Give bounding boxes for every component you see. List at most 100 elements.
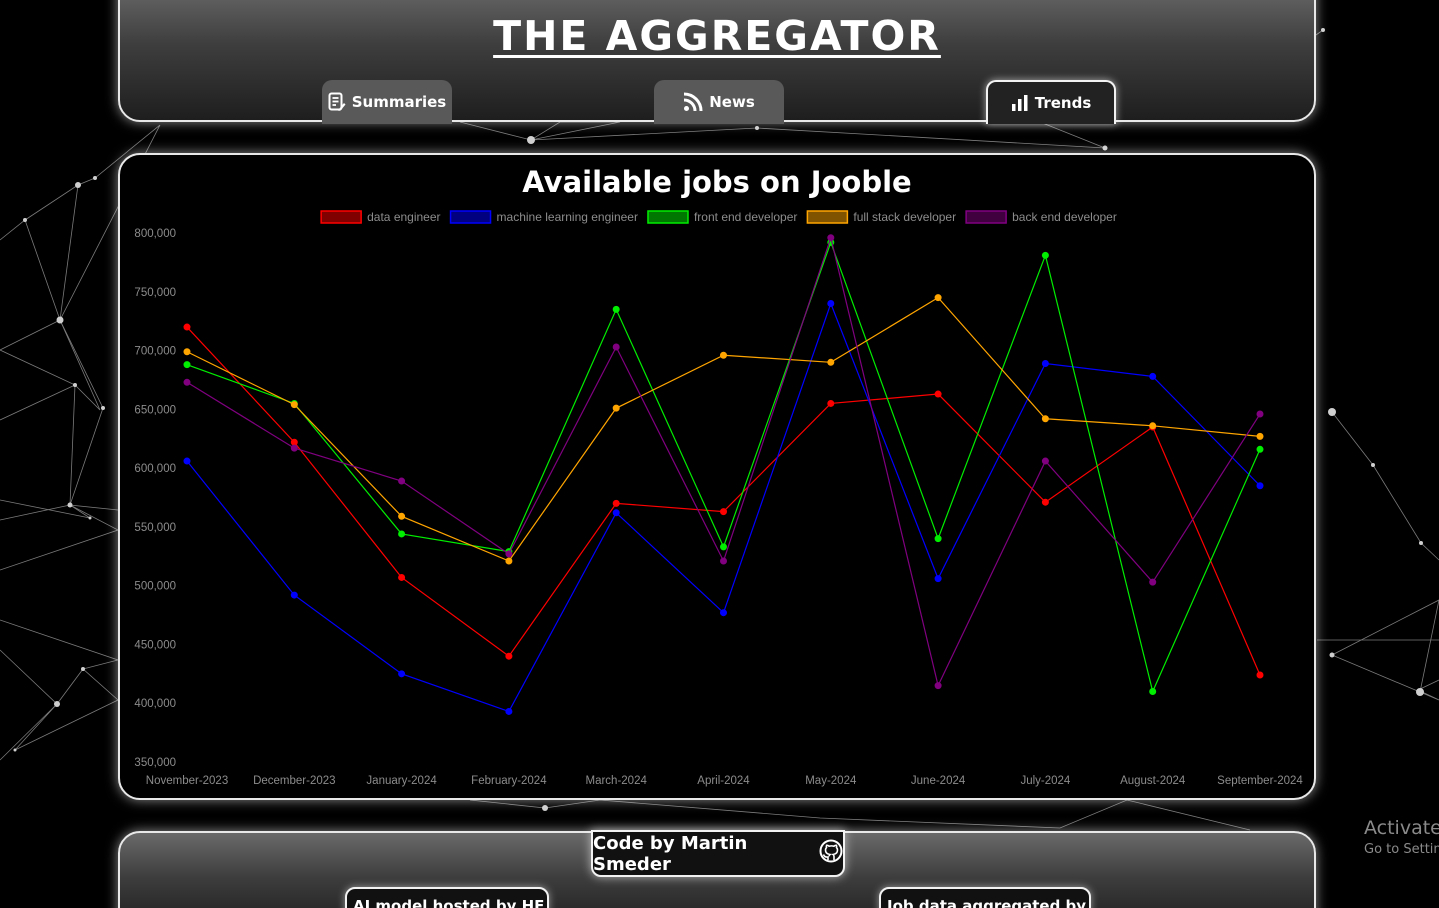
data-point-back-end-developer [1256, 410, 1264, 418]
data-point-back-end-developer [290, 444, 298, 452]
y-tick-label: 650,000 [134, 404, 176, 416]
tab-summaries[interactable]: Summaries [322, 80, 452, 124]
activate-windows-subtitle: Go to Settings to activate Windows. [1364, 842, 1439, 857]
bar-chart-icon [1011, 94, 1029, 112]
x-tick-label: January-2024 [366, 775, 437, 787]
data-point-front-end-developer [398, 530, 406, 538]
legend-label: data engineer [367, 210, 440, 224]
data-point-full-stack-developer [720, 351, 727, 359]
x-tick-label: June-2024 [911, 775, 966, 787]
activate-windows-watermark: Activate Windows Go to Settings to activ… [1364, 816, 1439, 860]
data-point-front-end-developer [934, 535, 942, 543]
data-point-data-engineer [612, 499, 620, 507]
tab-news-label: News [709, 93, 755, 111]
data-point-front-end-developer [720, 543, 727, 551]
data-point-full-stack-developer [505, 557, 513, 565]
tab-news[interactable]: News [654, 80, 784, 124]
tab-summaries-label: Summaries [351, 93, 447, 111]
x-tick-label: May-2024 [805, 775, 857, 787]
tab-trends[interactable]: Trends [986, 80, 1116, 124]
credit-label: Code by Martin Smeder [593, 832, 748, 875]
rss-icon [683, 92, 703, 112]
legend-swatch-full-stack-developer [806, 210, 849, 224]
x-tick-label: December-2023 [253, 775, 335, 787]
data-point-machine-learning-engineer [505, 707, 513, 715]
data-point-full-stack-developer [1149, 422, 1157, 430]
data-point-data-engineer [720, 508, 727, 516]
data-point-machine-learning-engineer [934, 575, 942, 583]
data-point-machine-learning-engineer [720, 609, 727, 617]
site-footer: Code by Martin Smeder AI model hosted by… [118, 830, 1316, 908]
ai-model-label: AI model hosted by HF [353, 897, 545, 908]
data-point-data-engineer [290, 438, 298, 446]
data-point-front-end-developer [1256, 445, 1264, 453]
data-point-machine-learning-engineer [290, 591, 298, 599]
y-tick-label: 750,000 [134, 287, 176, 299]
data-point-data-engineer [1041, 498, 1049, 506]
data-point-back-end-developer [183, 378, 191, 386]
y-tick-label: 350,000 [134, 757, 176, 769]
series-line-data-engineer [186, 326, 1261, 676]
data-point-full-stack-developer [934, 294, 942, 302]
data-point-front-end-developer [1041, 251, 1049, 259]
data-point-front-end-developer [1149, 687, 1157, 695]
data-point-machine-learning-engineer [398, 670, 406, 678]
data-point-full-stack-developer [1256, 432, 1264, 440]
data-point-full-stack-developer [612, 404, 620, 412]
data-point-data-engineer [827, 399, 835, 407]
legend-label: machine learning engineer [497, 210, 638, 224]
x-tick-label: November-2023 [146, 775, 228, 787]
data-point-front-end-developer [612, 305, 620, 313]
data-point-machine-learning-engineer [1256, 482, 1264, 490]
legend-label: front end developer [694, 210, 797, 224]
github-icon [819, 839, 843, 868]
data-point-full-stack-developer [827, 358, 835, 366]
github-credit-button[interactable]: Code by Martin Smeder [591, 830, 845, 877]
data-point-back-end-developer [1041, 457, 1049, 465]
legend-swatch-front-end-developer [647, 210, 689, 224]
x-tick-label: April-2024 [697, 775, 750, 787]
tab-trends-label: Trends [1034, 94, 1092, 112]
data-point-back-end-developer [1149, 578, 1157, 586]
legend-label: back end developer [1012, 210, 1117, 224]
data-point-data-engineer [183, 323, 191, 331]
data-point-full-stack-developer [398, 512, 406, 520]
ai-model-badge[interactable]: AI model hosted by HF [345, 887, 549, 908]
job-data-badge[interactable]: Job data aggregated by [879, 887, 1091, 908]
y-tick-label: 450,000 [134, 639, 176, 651]
data-point-full-stack-developer [183, 348, 191, 356]
data-point-back-end-developer [827, 234, 835, 242]
data-point-back-end-developer [398, 477, 406, 485]
site-title: THE AGGREGATOR [493, 12, 941, 60]
data-point-front-end-developer [183, 361, 191, 369]
y-tick-label: 600,000 [134, 463, 176, 475]
x-tick-label: July-2024 [1020, 775, 1070, 787]
data-point-back-end-developer [934, 682, 942, 690]
series-line-machine-learning-engineer [186, 301, 1261, 713]
data-point-full-stack-developer [290, 401, 298, 409]
x-tick-label: August-2024 [1120, 775, 1186, 787]
job-data-label: Job data aggregated by [887, 897, 1087, 908]
y-tick-label: 700,000 [134, 346, 176, 358]
data-point-back-end-developer [720, 557, 727, 565]
legend-swatch-data-engineer [320, 210, 362, 224]
y-tick-label: 400,000 [134, 698, 176, 710]
series-line-front-end-developer [186, 240, 1261, 694]
jobs-line-chart: 800,000 750,000 700,000 650,000 600,000 550,0… [134, 210, 1303, 787]
data-point-machine-learning-engineer [1149, 372, 1157, 380]
y-tick-label: 550,000 [134, 522, 176, 534]
data-point-machine-learning-engineer [183, 457, 191, 465]
summary-icon [328, 92, 346, 112]
data-point-back-end-developer [612, 343, 620, 351]
data-point-machine-learning-engineer [827, 300, 835, 308]
data-point-machine-learning-engineer [612, 509, 620, 517]
y-tick-label: 800,000 [134, 228, 176, 240]
legend-label: full stack developer [853, 210, 956, 224]
data-point-full-stack-developer [1041, 415, 1049, 423]
chart-title: Available jobs on Jooble [522, 165, 912, 199]
series-line-back-end-developer [186, 235, 1261, 688]
x-tick-label: February-2024 [471, 775, 547, 787]
data-point-data-engineer [934, 390, 942, 398]
activate-windows-title: Activate Windows [1364, 817, 1439, 839]
chart-panel: Available jobs on Jooble 800,000 750,000 7… [118, 153, 1316, 800]
